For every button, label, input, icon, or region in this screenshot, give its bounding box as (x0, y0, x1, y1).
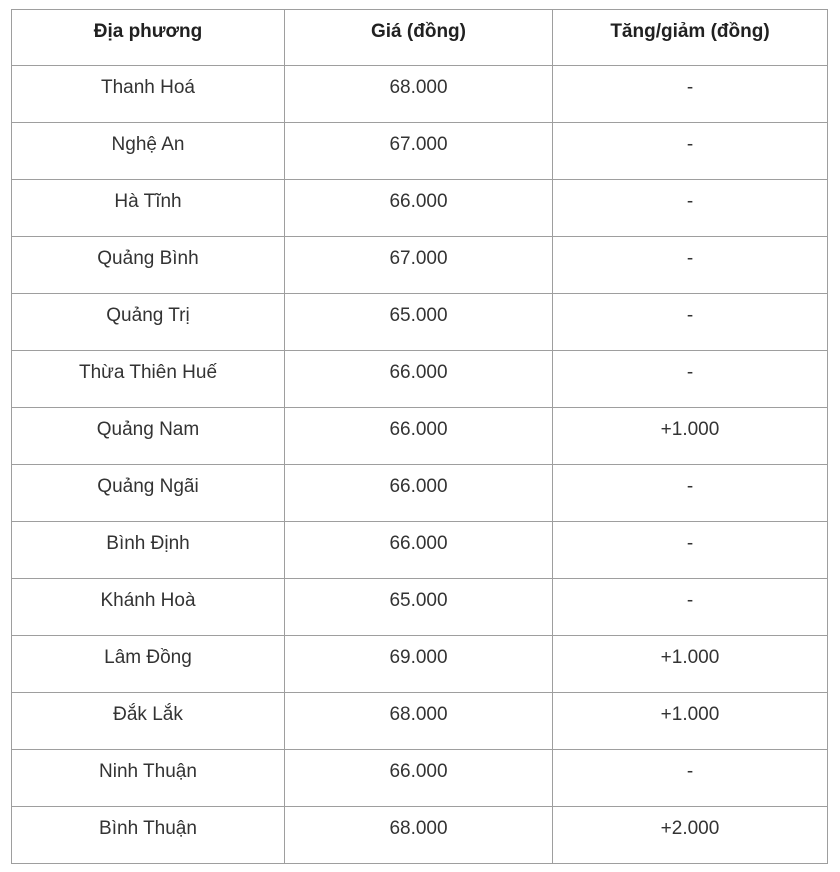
table-row: Đắk Lắk 68.000 +1.000 (11, 692, 828, 750)
locality-cell: Thừa Thiên Huế (11, 350, 285, 408)
table-row: Quảng Bình 67.000- (11, 236, 828, 294)
price-cell: 65.000 (284, 578, 553, 636)
locality-cell: Đắk Lắk (11, 692, 285, 750)
header-locality: Địa phương (11, 9, 285, 66)
price-cell: 68.000 (284, 65, 553, 123)
change-cell: +1.000 (552, 407, 828, 465)
price-cell: 66.000 (284, 179, 553, 237)
price-cell: 66.000 (284, 407, 553, 465)
locality-cell: Lâm Đồng (11, 635, 285, 693)
table-row: Thừa Thiên Huế 66.000- (11, 350, 828, 408)
price-cell: 69.000 (284, 635, 553, 693)
price-cell: 66.000 (284, 749, 553, 807)
locality-cell: Hà Tĩnh (11, 179, 285, 237)
table-row: Ninh Thuận 66.000- (11, 749, 828, 807)
locality-cell: Bình Thuận (11, 806, 285, 864)
locality-cell: Khánh Hoà (11, 578, 285, 636)
header-price: Giá (đồng) (284, 9, 553, 66)
change-cell: - (552, 179, 828, 237)
table-row: Thanh Hoá 68.000- (11, 65, 828, 123)
price-cell: 68.000 (284, 692, 553, 750)
change-cell: - (552, 749, 828, 807)
change-cell: - (552, 464, 828, 522)
locality-cell: Ninh Thuận (11, 749, 285, 807)
locality-cell: Quảng Trị (11, 293, 285, 351)
change-cell: - (552, 350, 828, 408)
price-cell: 67.000 (284, 236, 553, 294)
change-cell: - (552, 236, 828, 294)
table-row: Quảng Trị 65.000- (11, 293, 828, 351)
price-table-container: Địa phương Giá (đồng) Tăng/giảm (đồng) T… (11, 9, 828, 864)
change-cell: - (552, 122, 828, 180)
price-cell: 66.000 (284, 521, 553, 579)
table-row: Khánh Hoà 65.000- (11, 578, 828, 636)
change-cell: +2.000 (552, 806, 828, 864)
change-cell: - (552, 578, 828, 636)
header-change: Tăng/giảm (đồng) (552, 9, 828, 66)
locality-cell: Thanh Hoá (11, 65, 285, 123)
locality-cell: Bình Định (11, 521, 285, 579)
change-cell: +1.000 (552, 635, 828, 693)
change-cell: +1.000 (552, 692, 828, 750)
price-cell: 66.000 (284, 350, 553, 408)
locality-cell: Nghệ An (11, 122, 285, 180)
table-row: Nghệ An 67.000- (11, 122, 828, 180)
table-body: Thanh Hoá 68.000- Nghệ An 67.000- Hà Tĩnh 66.… (11, 65, 828, 864)
price-cell: 66.000 (284, 464, 553, 522)
table-row: Bình Thuận 68.000 +2.000 (11, 806, 828, 864)
price-table: Địa phương Giá (đồng) Tăng/giảm (đồng) T… (11, 9, 828, 864)
change-cell: - (552, 293, 828, 351)
table-row: Bình Định 66.000- (11, 521, 828, 579)
locality-cell: Quảng Nam (11, 407, 285, 465)
change-cell: - (552, 65, 828, 123)
table-row: Quảng Ngãi 66.000- (11, 464, 828, 522)
locality-cell: Quảng Bình (11, 236, 285, 294)
price-cell: 67.000 (284, 122, 553, 180)
table-row: Hà Tĩnh 66.000- (11, 179, 828, 237)
price-cell: 65.000 (284, 293, 553, 351)
change-cell: - (552, 521, 828, 579)
locality-cell: Quảng Ngãi (11, 464, 285, 522)
table-row: Quảng Nam 66.000 +1.000 (11, 407, 828, 465)
price-cell: 68.000 (284, 806, 553, 864)
table-header-row: Địa phương Giá (đồng) Tăng/giảm (đồng) (11, 9, 828, 66)
table-row: Lâm Đồng 69.000 +1.000 (11, 635, 828, 693)
